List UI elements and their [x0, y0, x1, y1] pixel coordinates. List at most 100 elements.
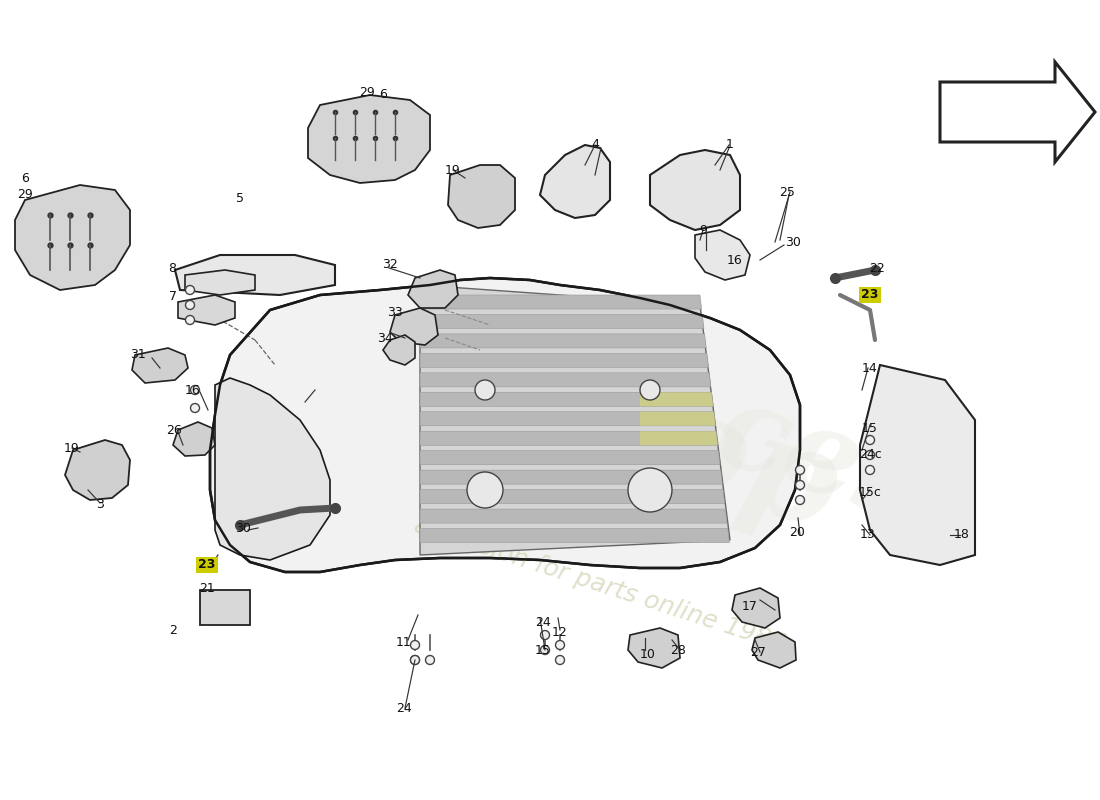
Text: 20: 20	[789, 526, 805, 538]
Polygon shape	[420, 450, 720, 465]
Polygon shape	[132, 348, 188, 383]
Circle shape	[186, 301, 195, 310]
Circle shape	[540, 646, 550, 654]
Circle shape	[556, 655, 564, 665]
Text: 10: 10	[640, 649, 656, 662]
Polygon shape	[185, 270, 255, 295]
Text: 6: 6	[379, 89, 387, 102]
Polygon shape	[178, 295, 235, 325]
Text: 17: 17	[742, 601, 758, 614]
Text: 24: 24	[396, 702, 411, 714]
Text: 2: 2	[169, 623, 177, 637]
Circle shape	[640, 380, 660, 400]
Text: 3: 3	[96, 498, 103, 511]
Text: 25: 25	[779, 186, 795, 198]
Text: 15: 15	[862, 422, 878, 434]
Text: 34: 34	[377, 331, 393, 345]
Text: 1: 1	[726, 138, 734, 151]
Circle shape	[866, 450, 874, 459]
Text: 30: 30	[785, 237, 801, 250]
Text: 11: 11	[396, 635, 411, 649]
Circle shape	[186, 286, 195, 294]
Polygon shape	[200, 590, 250, 625]
Polygon shape	[420, 490, 725, 504]
Polygon shape	[308, 95, 430, 183]
Text: 4: 4	[591, 138, 598, 151]
Text: 8: 8	[168, 262, 176, 274]
Text: 15c: 15c	[859, 486, 881, 498]
Circle shape	[186, 315, 195, 325]
Polygon shape	[420, 334, 706, 348]
Polygon shape	[383, 335, 415, 365]
Text: 33: 33	[387, 306, 403, 319]
Text: 12: 12	[552, 626, 568, 639]
Text: 26: 26	[166, 423, 182, 437]
Circle shape	[795, 495, 804, 505]
Polygon shape	[420, 295, 702, 309]
Polygon shape	[640, 412, 715, 426]
Circle shape	[410, 655, 419, 665]
Circle shape	[795, 466, 804, 474]
Text: europ: europ	[406, 302, 855, 558]
Circle shape	[410, 641, 419, 650]
Polygon shape	[65, 440, 130, 500]
Polygon shape	[175, 255, 336, 295]
Polygon shape	[390, 308, 438, 345]
Polygon shape	[628, 628, 680, 668]
Polygon shape	[640, 431, 718, 446]
Text: 27: 27	[750, 646, 766, 658]
Circle shape	[468, 472, 503, 508]
Circle shape	[628, 468, 672, 512]
Text: 7: 7	[169, 290, 177, 302]
Text: 14: 14	[862, 362, 878, 374]
Polygon shape	[860, 365, 975, 565]
Text: 15: 15	[535, 643, 551, 657]
Text: 32: 32	[382, 258, 398, 271]
Text: 29: 29	[359, 86, 375, 99]
Text: 6: 6	[21, 171, 29, 185]
Circle shape	[475, 380, 495, 400]
Circle shape	[540, 630, 550, 639]
Text: 5: 5	[236, 191, 244, 205]
Circle shape	[795, 481, 804, 490]
Text: 16: 16	[185, 383, 201, 397]
Polygon shape	[420, 285, 730, 555]
Circle shape	[866, 466, 874, 474]
Text: 13: 13	[860, 529, 876, 542]
Text: 22: 22	[869, 262, 884, 274]
Polygon shape	[695, 230, 750, 280]
Text: 28: 28	[670, 643, 686, 657]
Polygon shape	[173, 422, 214, 456]
Text: 9: 9	[700, 223, 707, 237]
Polygon shape	[210, 278, 800, 572]
Polygon shape	[420, 392, 713, 406]
Polygon shape	[15, 185, 130, 290]
Text: 23: 23	[198, 558, 216, 571]
Text: 19: 19	[64, 442, 80, 454]
Text: 29: 29	[18, 189, 33, 202]
Circle shape	[866, 435, 874, 445]
Polygon shape	[420, 431, 718, 446]
Text: 23: 23	[861, 289, 879, 302]
Text: a passion for parts online 1985: a passion for parts online 1985	[411, 514, 789, 657]
Text: 30: 30	[235, 522, 251, 534]
Circle shape	[190, 403, 199, 413]
Polygon shape	[420, 354, 708, 367]
Circle shape	[556, 641, 564, 650]
Polygon shape	[540, 145, 611, 218]
Polygon shape	[420, 509, 727, 523]
Circle shape	[410, 655, 419, 665]
Polygon shape	[640, 392, 713, 406]
Text: ces: ces	[701, 372, 939, 548]
Text: 31: 31	[130, 349, 146, 362]
Polygon shape	[732, 588, 780, 628]
Text: 24c: 24c	[859, 449, 881, 462]
Text: 16: 16	[727, 254, 742, 266]
Polygon shape	[752, 632, 796, 668]
Polygon shape	[448, 165, 515, 228]
Text: 19: 19	[446, 163, 461, 177]
Circle shape	[426, 655, 434, 665]
Text: 18: 18	[954, 529, 970, 542]
Text: 21: 21	[199, 582, 214, 594]
Circle shape	[190, 386, 199, 394]
